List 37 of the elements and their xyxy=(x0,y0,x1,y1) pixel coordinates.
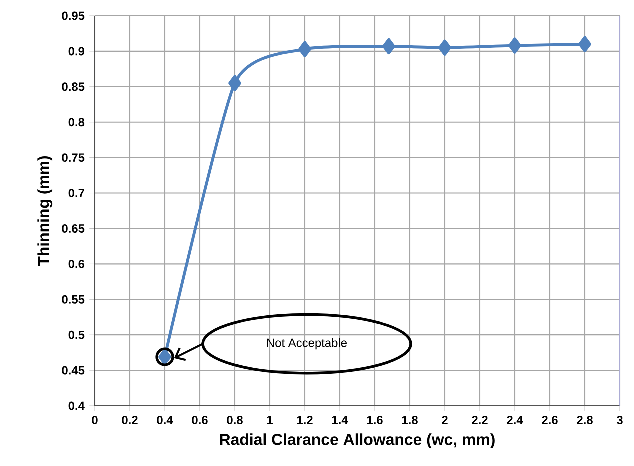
point xyxy=(508,38,522,54)
x-tick-label: 3 xyxy=(616,416,623,424)
x-tick-label: 0.8 xyxy=(227,416,243,424)
point xyxy=(438,40,452,56)
x-axis-title: Radial Clarance Allowance (wc, mm) xyxy=(220,434,495,448)
point xyxy=(382,38,396,55)
y-tick-label: 0.55 xyxy=(62,295,85,304)
x-tick-label: 1 xyxy=(267,416,273,424)
x-tick-label: 0.4 xyxy=(157,416,174,424)
y-tick-label: 0.45 xyxy=(62,366,85,375)
point xyxy=(298,41,312,58)
x-tick-label: 2.8 xyxy=(577,416,593,424)
y-tick-label: 0.6 xyxy=(68,260,85,268)
x-tick-label: 1.8 xyxy=(402,416,418,424)
x-tick-label: 1.6 xyxy=(367,416,383,424)
x-tick-label: 2.6 xyxy=(542,416,558,424)
y-tick-label: 0.65 xyxy=(62,224,85,233)
y-tick-label: 0.4 xyxy=(68,402,85,410)
y-axis-title: Thinning (mm) xyxy=(38,156,53,266)
annotation: Not Acceptable xyxy=(267,338,347,350)
y-tick-label: 0.9 xyxy=(68,47,85,56)
x-tick-label: 2.4 xyxy=(507,416,524,424)
y-tick-label: 0.8 xyxy=(68,118,85,127)
x-tick-label: 2 xyxy=(442,416,448,424)
x-tick-label: 0.2 xyxy=(122,416,138,424)
x-tick-label: 1.2 xyxy=(297,416,313,424)
y-tick-label: 0.75 xyxy=(62,154,85,162)
point xyxy=(578,36,592,52)
y-tick-label: 0.5 xyxy=(68,330,85,340)
point xyxy=(228,75,242,92)
y-tick-label: 0.95 xyxy=(62,12,85,20)
x-tick-label: 1.4 xyxy=(332,416,348,424)
y-tick-label: 0.7 xyxy=(68,189,84,198)
x-tick-label: 0 xyxy=(92,416,98,424)
x-tick-label: 0.6 xyxy=(192,416,208,424)
x-tick-label: 2.2 xyxy=(472,416,488,424)
y-tick-label: 0.85 xyxy=(62,82,85,92)
